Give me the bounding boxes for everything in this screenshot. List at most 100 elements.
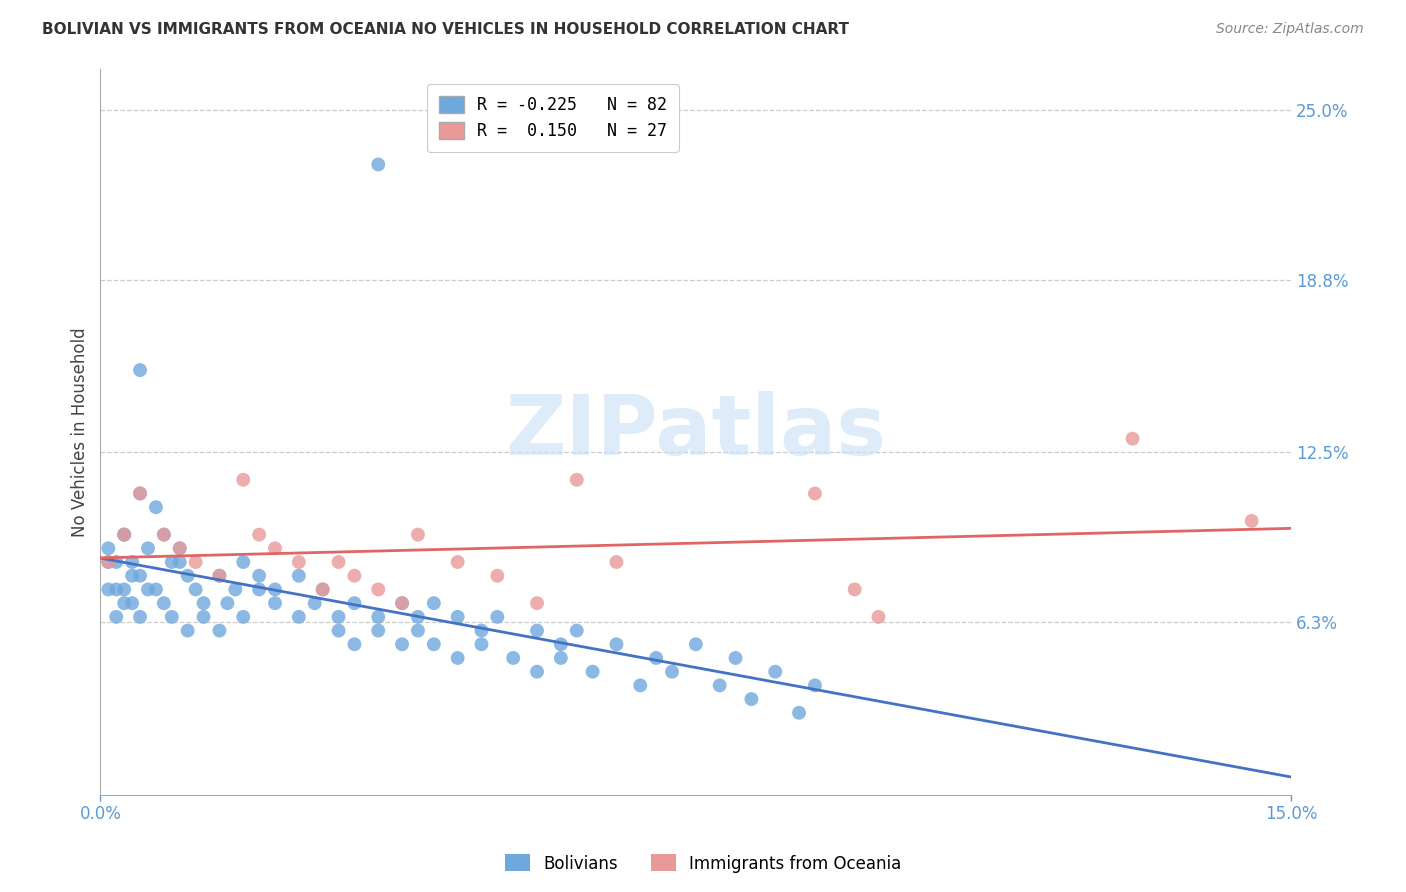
Point xyxy=(129,568,152,582)
Y-axis label: No Vehicles in Household: No Vehicles in Household xyxy=(72,327,89,537)
Point xyxy=(176,568,198,582)
Point xyxy=(176,624,198,638)
Point xyxy=(121,568,143,582)
Point xyxy=(367,157,389,171)
Point xyxy=(565,624,588,638)
Point xyxy=(391,596,413,610)
Point xyxy=(446,610,468,624)
Text: ZIPatlas: ZIPatlas xyxy=(505,392,886,472)
Point xyxy=(160,610,183,624)
Point xyxy=(145,500,167,515)
Point xyxy=(121,555,143,569)
Point xyxy=(224,582,246,597)
Point xyxy=(763,665,786,679)
Point xyxy=(112,582,135,597)
Legend: Bolivians, Immigrants from Oceania: Bolivians, Immigrants from Oceania xyxy=(498,847,908,880)
Point xyxy=(264,596,287,610)
Point xyxy=(565,473,588,487)
Point xyxy=(136,582,159,597)
Point xyxy=(232,610,254,624)
Point xyxy=(526,596,548,610)
Point xyxy=(470,624,492,638)
Point xyxy=(605,555,627,569)
Point xyxy=(328,624,350,638)
Point xyxy=(121,596,143,610)
Point xyxy=(1122,432,1144,446)
Point xyxy=(97,541,120,556)
Point xyxy=(153,596,176,610)
Point xyxy=(685,637,707,651)
Point xyxy=(160,555,183,569)
Point xyxy=(423,637,446,651)
Point xyxy=(486,610,509,624)
Point xyxy=(112,527,135,541)
Point xyxy=(391,596,413,610)
Point xyxy=(105,610,128,624)
Point xyxy=(868,610,890,624)
Point xyxy=(208,568,231,582)
Point xyxy=(232,473,254,487)
Point xyxy=(328,555,350,569)
Point xyxy=(406,610,429,624)
Point xyxy=(446,651,468,665)
Point xyxy=(446,555,468,569)
Text: BOLIVIAN VS IMMIGRANTS FROM OCEANIA NO VEHICLES IN HOUSEHOLD CORRELATION CHART: BOLIVIAN VS IMMIGRANTS FROM OCEANIA NO V… xyxy=(42,22,849,37)
Point xyxy=(343,568,366,582)
Point xyxy=(406,624,429,638)
Point xyxy=(304,596,326,610)
Point xyxy=(112,527,135,541)
Point xyxy=(129,610,152,624)
Point xyxy=(169,541,191,556)
Point xyxy=(709,678,731,692)
Point xyxy=(526,665,548,679)
Point xyxy=(288,610,311,624)
Point xyxy=(844,582,866,597)
Point xyxy=(740,692,762,706)
Point xyxy=(367,610,389,624)
Point xyxy=(97,582,120,597)
Point xyxy=(343,596,366,610)
Point xyxy=(153,527,176,541)
Point xyxy=(112,596,135,610)
Point xyxy=(406,527,429,541)
Point xyxy=(502,651,524,665)
Point xyxy=(208,568,231,582)
Point xyxy=(129,363,152,377)
Point xyxy=(343,637,366,651)
Point xyxy=(247,568,270,582)
Point xyxy=(112,527,135,541)
Point xyxy=(232,555,254,569)
Legend: R = -0.225   N = 82, R =  0.150   N = 27: R = -0.225 N = 82, R = 0.150 N = 27 xyxy=(427,84,679,153)
Point xyxy=(486,568,509,582)
Point xyxy=(391,637,413,651)
Point xyxy=(193,596,215,610)
Point xyxy=(550,637,572,651)
Point xyxy=(193,610,215,624)
Point xyxy=(628,678,651,692)
Point xyxy=(136,541,159,556)
Point xyxy=(804,678,827,692)
Point xyxy=(169,541,191,556)
Point xyxy=(264,541,287,556)
Point xyxy=(184,582,207,597)
Point xyxy=(367,624,389,638)
Point xyxy=(661,665,683,679)
Point xyxy=(288,555,311,569)
Point xyxy=(169,555,191,569)
Point xyxy=(208,624,231,638)
Point xyxy=(153,527,176,541)
Point xyxy=(581,665,603,679)
Point xyxy=(217,596,239,610)
Point xyxy=(367,582,389,597)
Point xyxy=(97,555,120,569)
Point xyxy=(787,706,810,720)
Point xyxy=(184,555,207,569)
Point xyxy=(804,486,827,500)
Point xyxy=(470,637,492,651)
Point xyxy=(423,596,446,610)
Point xyxy=(105,582,128,597)
Point xyxy=(724,651,747,665)
Point xyxy=(311,582,333,597)
Point xyxy=(247,527,270,541)
Point xyxy=(288,568,311,582)
